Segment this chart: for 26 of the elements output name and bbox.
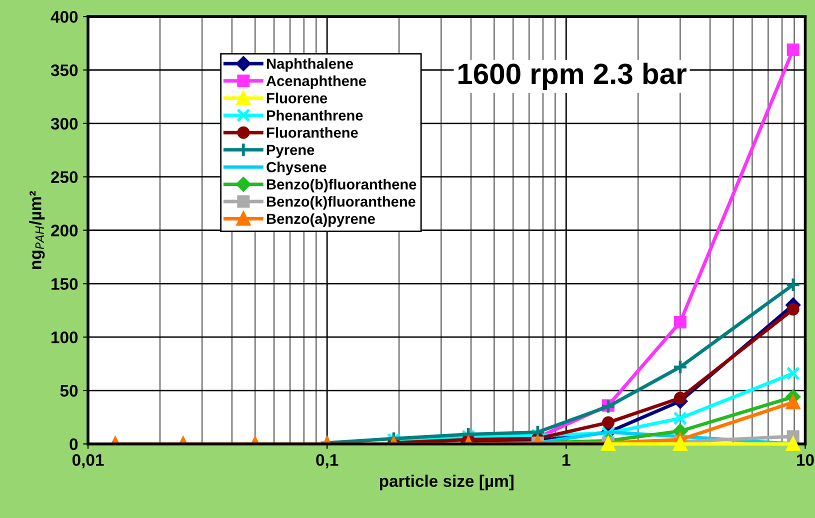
y-tick-label: 250 xyxy=(51,171,78,184)
y-tick-label: 200 xyxy=(51,224,78,236)
y-tick-label: 150 xyxy=(52,278,78,290)
y-tick-label: 0 xyxy=(70,438,78,450)
y-tick-label: 50 xyxy=(60,384,78,397)
x-tick-label: 0,01 xyxy=(72,454,104,468)
x-tick-label: 0,1 xyxy=(316,454,338,468)
x-tick-label: 1 xyxy=(562,454,570,466)
legend-label: Phenanthrene xyxy=(267,110,363,121)
annotation: 1600 rpm 2.3 bar xyxy=(458,62,686,90)
y-tick-label: 100 xyxy=(52,331,78,344)
y-axis-title: ng$_{PAH}$/µm² xyxy=(29,190,45,269)
y-tick-label: 350 xyxy=(50,64,78,76)
x-axis-title: particle size [µm] xyxy=(380,474,514,490)
legend-label: Benzo(a)pyrene xyxy=(267,213,375,227)
legend-label: Pyrene xyxy=(267,144,314,158)
legend-label: Benzo(k)fluoranthene xyxy=(267,196,416,210)
x-tick-label: 10 xyxy=(797,454,814,466)
legend-label: Naphthalene xyxy=(267,58,354,72)
y-tick-label: 300 xyxy=(50,118,78,130)
legend-label: Chysene xyxy=(266,162,326,176)
legend-label: Acenaphthene xyxy=(266,75,366,89)
legend-label: Fluoranthene xyxy=(267,127,358,138)
legend-label: Fluorene xyxy=(267,92,328,104)
y-tick-label: 400 xyxy=(50,10,78,23)
legend-label: Benzo(b)fluoranthene xyxy=(267,178,416,192)
